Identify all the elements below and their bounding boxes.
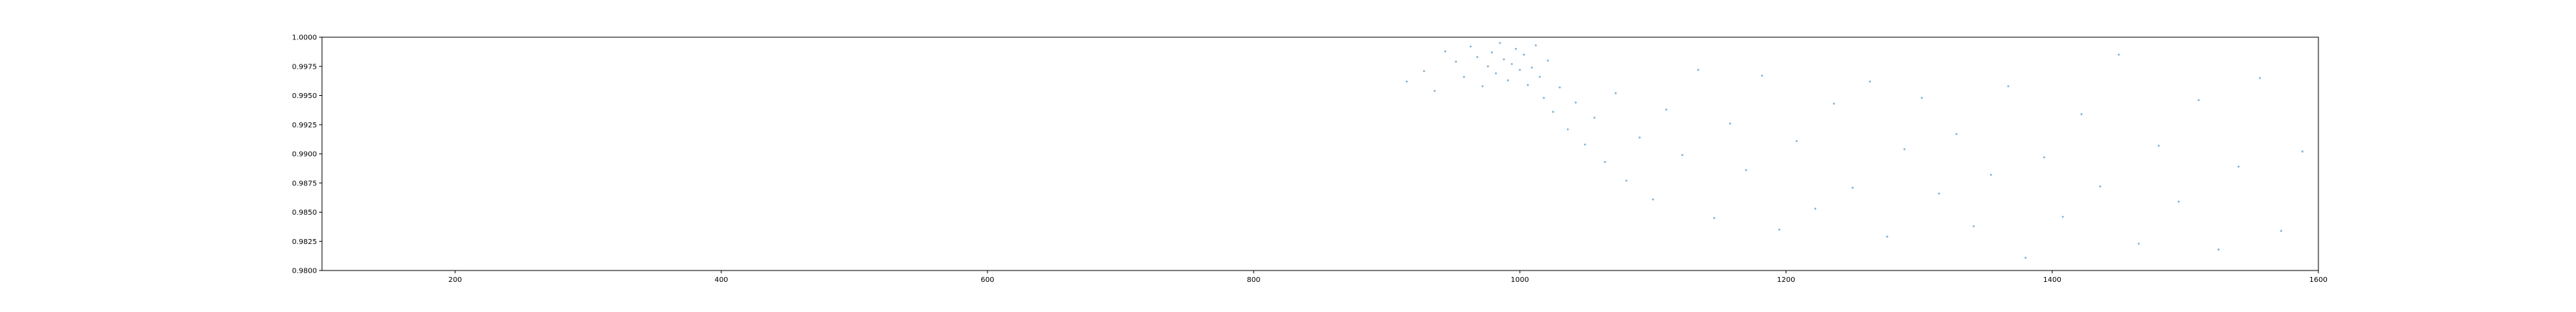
data-point [1851,186,1854,189]
data-point [2080,113,2083,116]
y-tick-label: 0.9825 [292,238,317,246]
data-point [1614,92,1617,94]
x-tick-label: 1200 [1777,276,1795,284]
data-point [1761,74,1763,77]
data-point [1558,86,1561,89]
x-tick-label: 600 [980,276,994,284]
data-point [1476,56,1478,59]
x-tick-label: 200 [448,276,462,284]
x-tick-label: 1400 [2043,276,2061,284]
data-point [2280,230,2283,232]
data-point [1498,42,1501,44]
data-point [2007,85,2010,87]
data-point [1518,69,1521,71]
data-point [1405,80,1408,83]
data-point [1868,80,1871,83]
data-point [2099,185,2102,187]
data-point [1523,54,1526,56]
data-point [1495,72,1497,74]
data-point [1481,85,1484,87]
data-point [2062,215,2064,218]
y-tick-label: 0.9950 [292,92,317,100]
data-point [1463,76,1465,78]
data-point [2157,145,2160,147]
data-point [2043,156,2046,159]
data-point [1526,84,1529,87]
y-axis-ticks: 0.9800 0.9825 0.9850 0.9875 0.9900 0.9925 0.99… [292,34,322,276]
data-point [2258,77,2261,79]
data-point [1990,173,1992,176]
x-tick-label: 1000 [1511,276,1528,284]
data-point [1814,208,1817,210]
data-point [1886,235,1888,238]
data-point [1511,63,1513,65]
y-tick-label: 0.9850 [292,209,317,217]
data-point [2117,54,2120,56]
data-point [1938,192,1941,195]
data-point [1433,89,1436,92]
data-point [1455,60,1458,63]
data-point [1423,69,1425,72]
y-tick-label: 0.9925 [292,122,317,130]
data-point [1593,117,1596,119]
data-point [2197,99,2200,102]
y-tick-label: 1.0000 [292,34,317,42]
data-point [2238,165,2240,168]
x-tick-label: 400 [714,276,728,284]
data-point [1491,51,1493,54]
y-tick-label: 0.9875 [292,180,317,187]
data-point [1506,79,1509,82]
x-axis-ticks: 200 400 600 800 1000 1200 1400 1600 [448,270,2328,284]
data-point [1543,97,1545,99]
data-point [1713,217,1716,219]
data-point [1745,169,1747,172]
plot-background [322,37,2318,270]
data-point [1903,148,1906,150]
data-point [1921,97,1923,99]
y-tick-label: 0.9975 [292,63,317,71]
x-tick-label: 800 [1246,276,1260,284]
data-point [1795,140,1798,142]
data-point [1972,225,1975,228]
data-point [1652,198,1654,200]
data-point [1833,102,1835,105]
data-point [2024,256,2027,259]
data-point [1566,128,1569,131]
x-tick-label: 1600 [2309,276,2327,284]
data-point [1955,132,1958,135]
data-point [1681,154,1684,157]
data-point [1538,76,1541,78]
data-point [1778,228,1781,231]
data-point [1584,143,1586,146]
data-point [1487,65,1489,68]
data-point [1503,58,1506,61]
data-point [1574,101,1577,104]
data-point [1625,180,1628,182]
data-point [1729,122,1732,125]
y-tick-label: 0.9900 [292,151,317,159]
data-point [1552,110,1554,113]
data-point [2301,150,2304,153]
plot-frame [321,36,2319,271]
y-tick-label: 0.9800 [292,268,317,276]
data-point [1665,108,1668,111]
data-point [1639,136,1641,139]
data-point [1515,47,1517,50]
data-point [2137,243,2140,245]
data-point [1531,67,1533,69]
scatter-points [1405,42,2304,259]
data-point [1546,59,1549,62]
data-point [1604,161,1606,163]
data-point [1444,50,1447,52]
data-point [2177,200,2180,203]
data-point [2218,248,2220,251]
data-point [1469,45,1472,48]
data-point [1697,69,1699,71]
data-point [1534,44,1537,47]
